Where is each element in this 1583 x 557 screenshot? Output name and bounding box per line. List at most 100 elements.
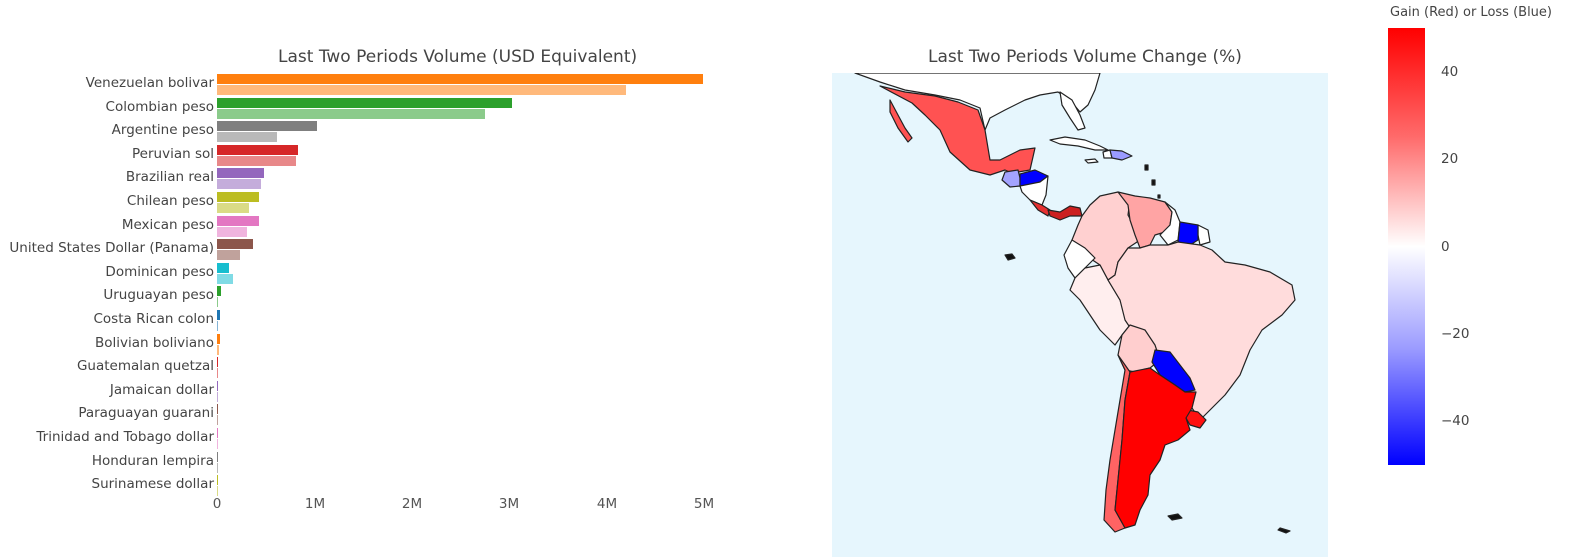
bar-latest-period[interactable]	[217, 333, 220, 344]
choropleth-map[interactable]	[832, 73, 1328, 557]
country-french-guiana	[1197, 224, 1211, 246]
bar-previous-period[interactable]	[217, 273, 233, 284]
south-georgia	[1277, 527, 1291, 534]
colorbar-tick: −20	[1441, 326, 1470, 342]
y-axis-label: Costa Rican colon	[93, 311, 215, 327]
bar-previous-period[interactable]	[217, 108, 485, 119]
bar-latest-period[interactable]	[217, 168, 264, 179]
y-axis-label: United States Dollar (Panama)	[9, 240, 214, 257]
country-guatemala	[1001, 169, 1021, 188]
bar-latest-period[interactable]	[217, 215, 259, 226]
y-axis-label: Peruvian sol	[132, 145, 214, 162]
y-axis-label: Venezuelan bolivar	[85, 75, 214, 91]
bar-previous-period[interactable]	[217, 155, 296, 166]
country-jamaica	[1084, 158, 1099, 164]
bar-latest-period[interactable]	[217, 286, 221, 297]
bar-latest-period[interactable]	[217, 428, 218, 438]
bar-previous-period[interactable]	[217, 203, 250, 213]
colorbar-tick: 20	[1441, 151, 1459, 167]
y-axis-label: Dominican peso	[105, 263, 214, 280]
bar-previous-period[interactable]	[217, 344, 219, 355]
bar-latest-period[interactable]	[217, 192, 259, 202]
x-tick: 1M	[304, 496, 326, 512]
bar-previous-period[interactable]	[217, 179, 261, 190]
colorbar-tick: −40	[1441, 413, 1470, 429]
colorbar-tick: 0	[1441, 239, 1450, 255]
bar-row: Costa Rican colon	[0, 309, 780, 332]
bar-previous-period[interactable]	[217, 85, 627, 95]
bar-row: Paraguayan guarani	[0, 403, 780, 426]
falkland-islands	[1167, 513, 1183, 521]
bar-row: Surinamese dollar	[0, 474, 780, 497]
y-axis-label: Guatemalan quetzal	[76, 358, 214, 375]
bar-latest-period[interactable]	[217, 310, 220, 320]
bar-row: United States Dollar (Panama)	[0, 238, 780, 261]
y-axis-label: Jamaican dollar	[109, 381, 214, 398]
y-axis-label: Uruguayan peso	[103, 287, 214, 304]
y-axis-label: Paraguayan guarani	[78, 405, 214, 422]
bar-row: Brazilian real	[0, 167, 780, 190]
x-tick: 5M	[693, 496, 715, 512]
bar-latest-period[interactable]	[217, 262, 229, 273]
bar-row: Venezuelan bolivar	[0, 73, 780, 96]
colorbar-title: Gain (Red) or Loss (Blue)	[1390, 5, 1552, 20]
florida	[1059, 91, 1086, 131]
bar-previous-period[interactable]	[217, 462, 219, 473]
bar-previous-period[interactable]	[217, 132, 278, 143]
bar-latest-period[interactable]	[217, 97, 513, 108]
bar-previous-period[interactable]	[217, 391, 218, 402]
bar-row: Argentine peso	[0, 120, 780, 143]
bar-latest-period[interactable]	[217, 451, 218, 462]
country-mexico	[879, 85, 1036, 176]
bar-latest-period[interactable]	[217, 357, 218, 368]
bar-previous-period[interactable]	[217, 368, 218, 379]
bar-previous-period[interactable]	[217, 321, 218, 331]
y-axis-label: Argentine peso	[111, 122, 214, 139]
country-dominican-republic	[1109, 149, 1133, 161]
bar-row: Peruvian sol	[0, 144, 780, 167]
bar-latest-period[interactable]	[217, 475, 218, 486]
bar-previous-period[interactable]	[217, 486, 218, 497]
bar-row: Trinidad and Tobago dollar	[0, 427, 780, 450]
bar-row: Honduran lempira	[0, 451, 780, 474]
bar-previous-period[interactable]	[217, 297, 218, 308]
bar-previous-period[interactable]	[217, 415, 218, 426]
bar-row: Colombian peso	[0, 97, 780, 120]
y-axis-label: Chilean peso	[126, 193, 214, 209]
y-axis-label: Brazilian real	[125, 169, 214, 186]
bar-latest-period[interactable]	[217, 380, 218, 391]
bar-previous-period[interactable]	[217, 250, 241, 261]
bar-chart-plot: Venezuelan bolivar Colombian peso Argentin…	[0, 0, 780, 557]
usa-region	[854, 73, 1101, 131]
bar-latest-period[interactable]	[217, 144, 298, 155]
bar-latest-period[interactable]	[217, 404, 218, 415]
bar-row: Mexican peso	[0, 215, 780, 238]
bar-latest-period[interactable]	[217, 74, 704, 84]
map-chart-title: Last Two Periods Volume Change (%)	[928, 47, 1242, 67]
country-argentina	[1114, 367, 1197, 529]
country-venezuela	[1117, 191, 1173, 249]
lesser-antilles	[1144, 164, 1161, 199]
galapagos-islands	[1004, 253, 1016, 261]
colorbar	[1388, 28, 1425, 465]
bar-previous-period[interactable]	[217, 226, 248, 237]
map-geography	[854, 73, 1296, 534]
y-axis-label: Trinidad and Tobago dollar	[36, 429, 214, 445]
country-paraguay	[1151, 349, 1196, 393]
bar-row: Jamaican dollar	[0, 380, 780, 403]
y-axis-label: Surinamese dollar	[91, 476, 215, 493]
bar-latest-period[interactable]	[217, 239, 254, 250]
bar-row: Dominican peso	[0, 262, 780, 285]
bar-row: Uruguayan peso	[0, 285, 780, 308]
bar-row: Guatemalan quetzal	[0, 356, 780, 379]
bar-previous-period[interactable]	[217, 439, 218, 449]
bar-row: Chilean peso	[0, 191, 780, 214]
colorbar-tick: 40	[1441, 64, 1459, 80]
y-axis-label: Mexican peso	[121, 216, 214, 233]
bar-chart-title: Last Two Periods Volume (USD Equivalent)	[278, 47, 638, 67]
country-suriname	[1177, 221, 1199, 246]
bar-latest-period[interactable]	[217, 121, 318, 132]
x-tick: 4M	[596, 496, 618, 512]
country-panama	[1047, 205, 1083, 221]
x-tick: 3M	[498, 496, 520, 512]
